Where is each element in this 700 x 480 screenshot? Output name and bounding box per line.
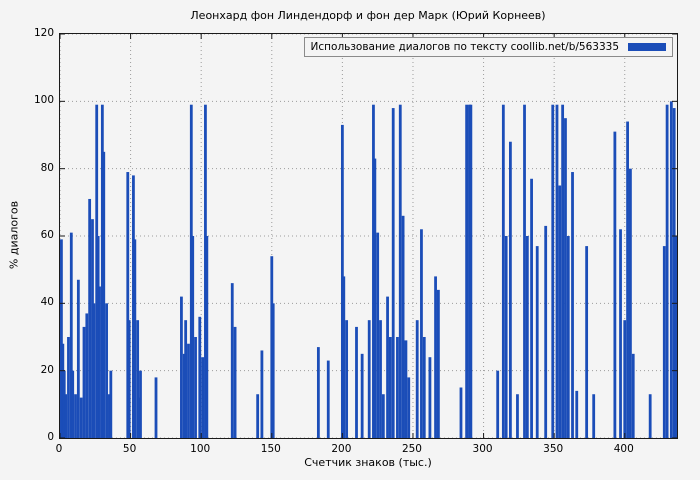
x-tick-label: 100 [190, 443, 211, 455]
y-tick-label: 20 [40, 363, 54, 376]
y-tick-label: 40 [40, 296, 54, 309]
bars-canvas [60, 34, 677, 438]
x-tick-label: 250 [401, 443, 422, 455]
legend: Использование диалогов по тексту coollib… [303, 37, 673, 57]
x-axis-label: Счетчик знаков (тыс.) [304, 456, 432, 469]
x-tick-label: 350 [543, 443, 564, 455]
plot-area: Использование диалогов по тексту coollib… [59, 33, 678, 439]
y-tick-label: 0 [47, 431, 54, 443]
x-tick-label: 150 [260, 443, 281, 455]
chart-title: Леонхард фон Линдендорф и фон дер Марк (… [190, 9, 546, 22]
legend-label: Использование диалогов по тексту coollib… [310, 41, 619, 53]
y-tick-label: 60 [40, 229, 54, 241]
x-tick-label: 200 [331, 443, 352, 455]
x-tick-label: 300 [472, 443, 493, 455]
x-tick-label: 400 [613, 443, 634, 455]
y-axis-label: % диалогов [7, 200, 21, 270]
y-tick-label: 120 [33, 27, 54, 39]
x-tick-label: 50 [122, 443, 137, 455]
y-tick-label: 100 [33, 94, 54, 107]
legend-swatch [628, 43, 666, 51]
x-tick-label: 0 [55, 443, 63, 455]
y-tick-label: 80 [40, 161, 54, 174]
